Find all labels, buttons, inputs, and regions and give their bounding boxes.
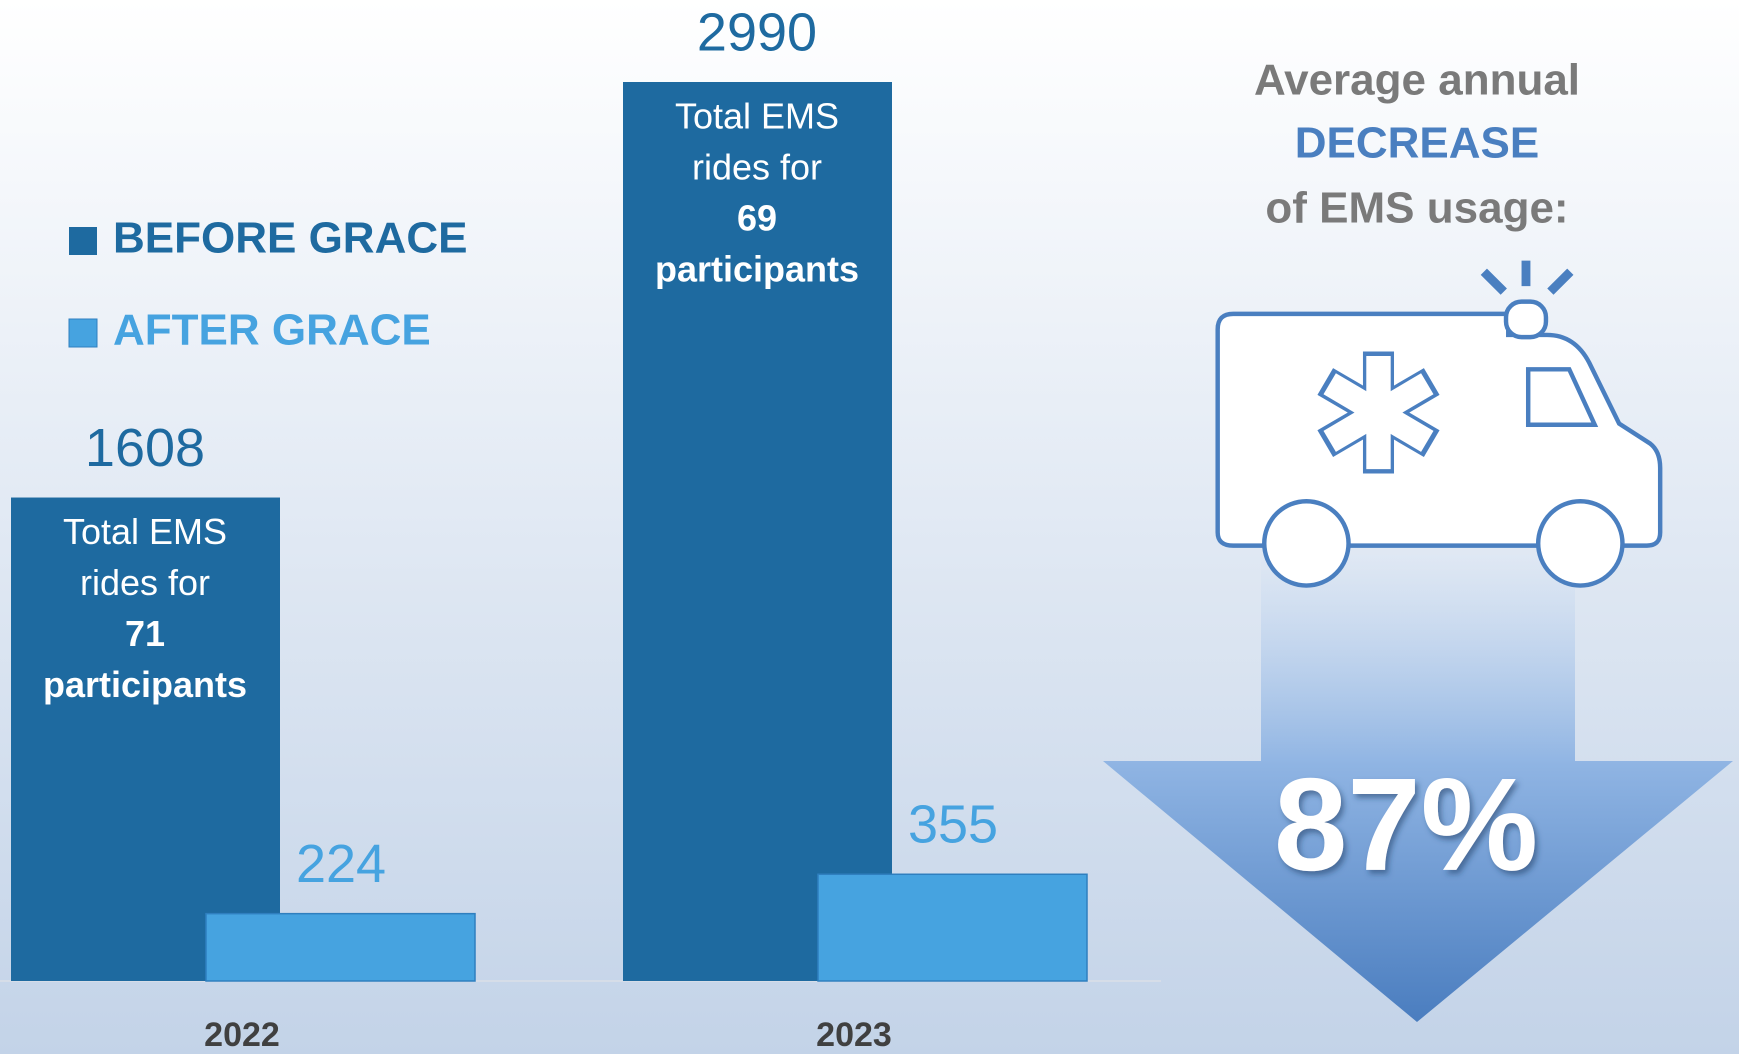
- x-tick-label: 2022: [204, 1016, 280, 1054]
- bar-note: 69: [737, 198, 777, 239]
- value-label: 355: [908, 795, 998, 855]
- bar-note: participants: [43, 664, 247, 705]
- bar-note: rides for: [80, 562, 210, 603]
- bar-note: rides for: [692, 147, 822, 188]
- bar: [623, 82, 892, 982]
- bar-note: 71: [125, 613, 165, 654]
- value-label: 1608: [85, 418, 205, 478]
- decrease-arrow: [1103, 555, 1733, 1022]
- callout-line: Average annual: [1254, 56, 1580, 105]
- bar-note: Total EMS: [675, 96, 839, 137]
- callout-line: DECREASE: [1295, 119, 1540, 168]
- legend-label: BEFORE GRACE: [113, 214, 467, 263]
- bar-note: participants: [655, 249, 859, 290]
- ambulance-icon: [1215, 260, 1663, 588]
- bar: [11, 497, 280, 981]
- x-tick-label: 2023: [816, 1016, 892, 1054]
- value-label: 224: [296, 834, 386, 894]
- bar: [205, 912, 476, 982]
- callout-line: of EMS usage:: [1265, 184, 1568, 233]
- callout-value: 87%: [1274, 751, 1538, 898]
- bar: [817, 873, 1088, 982]
- legend-swatch: [69, 227, 97, 255]
- value-label: 2990: [697, 2, 817, 62]
- legend-label: AFTER GRACE: [113, 306, 431, 355]
- legend-swatch: [68, 318, 98, 348]
- bar-note: Total EMS: [63, 511, 227, 552]
